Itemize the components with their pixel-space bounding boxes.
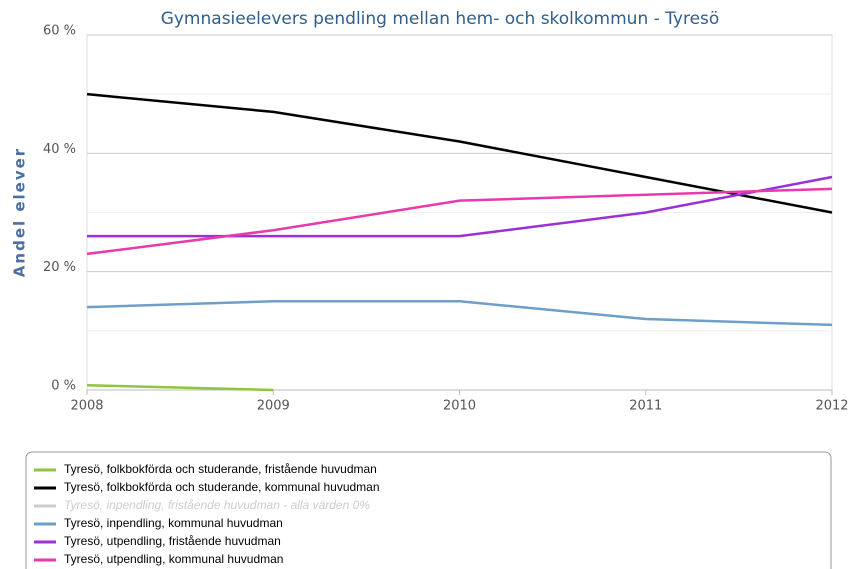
y-tick-label: 0 % [51,379,76,394]
y-tick-label: 20 % [43,260,76,275]
x-tick-label: 2011 [629,399,662,414]
series-line [86,300,833,327]
chart-title: Gymnasieelevers pendling mellan hem- och… [161,9,720,29]
x-tick-label: 2009 [257,399,290,414]
series-line [86,384,274,392]
legend-label: Tyresö, folkbokförda och studerande, kom… [64,480,380,494]
x-tick-label: 2012 [815,399,848,414]
y-tick-label: 60 % [43,24,76,39]
series-line [86,92,833,214]
legend-label: Tyresö, folkbokförda och studerande, fri… [64,462,377,476]
y-tick-label: 40 % [43,142,76,157]
legend-label: Tyresö, utpendling, fristående huvudman [64,534,281,548]
legend-label: Tyresö, inpendling, kommunal huvudman [64,516,283,530]
x-tick-label: 2008 [70,399,103,414]
legend-label: Tyresö, inpendling, fristående huvudman … [64,498,370,512]
legend-label: Tyresö, utpendling, kommunal huvudman [64,552,283,566]
legend-box [25,451,832,569]
x-tick-label: 2010 [443,399,476,414]
series-line [86,187,833,256]
series-line [87,175,833,238]
y-axis-label: Andel elever [11,147,29,277]
